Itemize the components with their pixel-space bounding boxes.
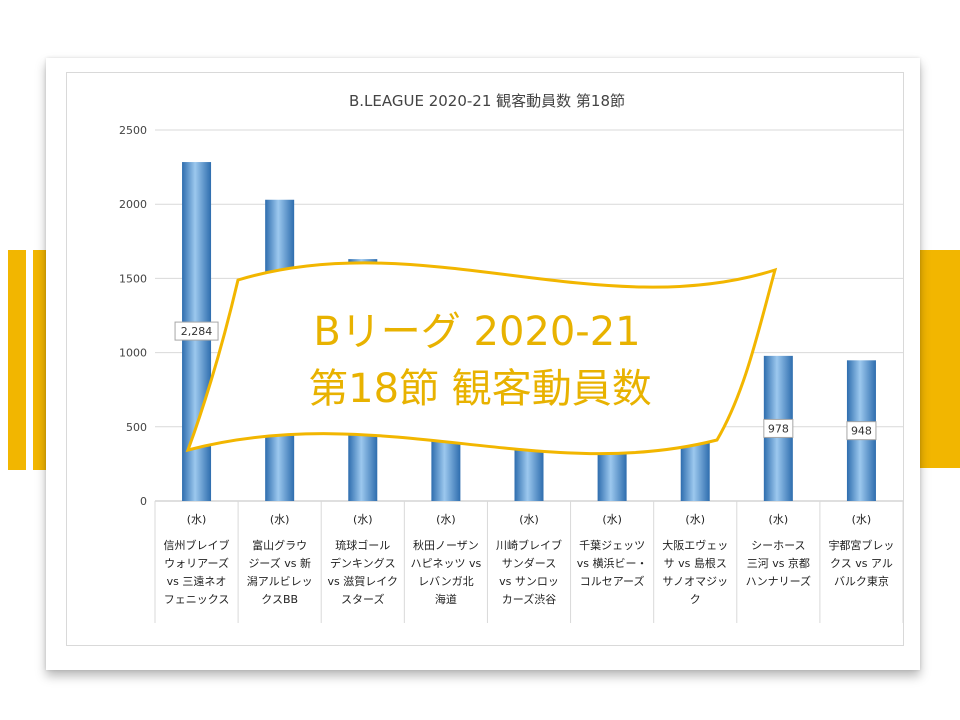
category-day-label: (水) (353, 513, 373, 526)
category-label-line: 海道 (435, 592, 457, 606)
category-day-label: (水) (685, 513, 705, 526)
category-label-line: ジーズ vs 新 (248, 556, 311, 570)
category-label-line: クスBB (261, 593, 298, 606)
category-day-label: (水) (270, 513, 290, 526)
category-label-line: レバンガ北 (418, 575, 474, 588)
category-label-line: 富山グラウ (252, 538, 307, 552)
category-day-label: (水) (519, 513, 539, 526)
category-label-line: スターズ (341, 592, 384, 606)
data-label: 2,284 (181, 325, 213, 338)
category-label-line: vs 横浜ビー・ (577, 556, 648, 570)
category-day-label: (水) (852, 513, 872, 526)
category-label-line: デンキングス (330, 556, 396, 570)
y-tick-label: 2500 (119, 124, 147, 137)
category-label-line: バルク東京 (834, 574, 889, 588)
bar-chart: B.LEAGUE 2020-21 観客動員数 第18節 0 500 1000 1500… (119, 92, 903, 623)
y-tick-label: 500 (126, 421, 147, 434)
category-label-line: 潟アルビレッ (247, 575, 313, 588)
data-label: 978 (768, 422, 789, 435)
bar (514, 316, 544, 501)
category-day-label: (水) (187, 513, 207, 526)
category-day-label: (水) (769, 513, 789, 526)
bar (265, 199, 295, 502)
category-label-line: 千葉ジェッツ (579, 538, 645, 552)
data-label-box (846, 421, 877, 441)
category-label-line: ハピネッツ vs (411, 557, 482, 570)
category-label-line: 宇都宮ブレッ (828, 538, 894, 552)
bar (431, 296, 461, 501)
category-label-line: フェニックス (164, 593, 230, 606)
category-label-line: クス vs アル (830, 557, 893, 570)
category-label-line: 秋田ノーザン (413, 538, 479, 552)
chart-title: B.LEAGUE 2020-21 観客動員数 第18節 (349, 92, 625, 110)
y-tick-label: 0 (140, 495, 147, 508)
bar (597, 351, 627, 501)
category-label-line: 三河 vs 京都 (747, 556, 810, 570)
category-day-label: (水) (436, 513, 456, 526)
data-label: 948 (851, 425, 872, 438)
category-label-line: カーズ渋谷 (502, 592, 556, 606)
bar (680, 358, 710, 501)
category-label-line: 信州ブレイブ (164, 538, 230, 552)
left-accent-bar-outer (8, 250, 26, 470)
category-label-line: ク (690, 593, 701, 606)
category-label-line: 川崎ブレイブ (496, 538, 562, 552)
chart-frame: B.LEAGUE 2020-21 観客動員数 第18節 0 500 1000 1500… (66, 72, 904, 646)
category-label-line: コルセアーズ (580, 574, 645, 588)
y-tick-label: 1500 (119, 272, 147, 285)
category-label-line: サ vs 島根ス (664, 556, 727, 570)
bar (348, 259, 378, 501)
category-label-line: シーホース (751, 539, 805, 552)
y-tick-label: 2000 (119, 198, 147, 211)
category-label-line: サノオマジッ (662, 575, 728, 588)
category-label-line: ハンナリーズ (746, 574, 811, 588)
category-label-line: vs 滋賀レイク (328, 575, 399, 588)
category-label-line: ウォリアーズ (164, 556, 229, 570)
category-label-line: 琉球ゴール (335, 538, 390, 552)
category-label-line: vs 三遠ネオ (167, 575, 227, 588)
y-tick-label: 1000 (119, 347, 147, 360)
category-day-label: (水) (602, 513, 622, 526)
category-label-line: 大阪エヴェッ (662, 538, 728, 552)
category-label-line: サンダース (502, 556, 556, 570)
category-label-line: vs サンロッ (499, 575, 559, 588)
right-accent-bar (920, 250, 960, 468)
left-accent-bar-inner (33, 250, 47, 470)
